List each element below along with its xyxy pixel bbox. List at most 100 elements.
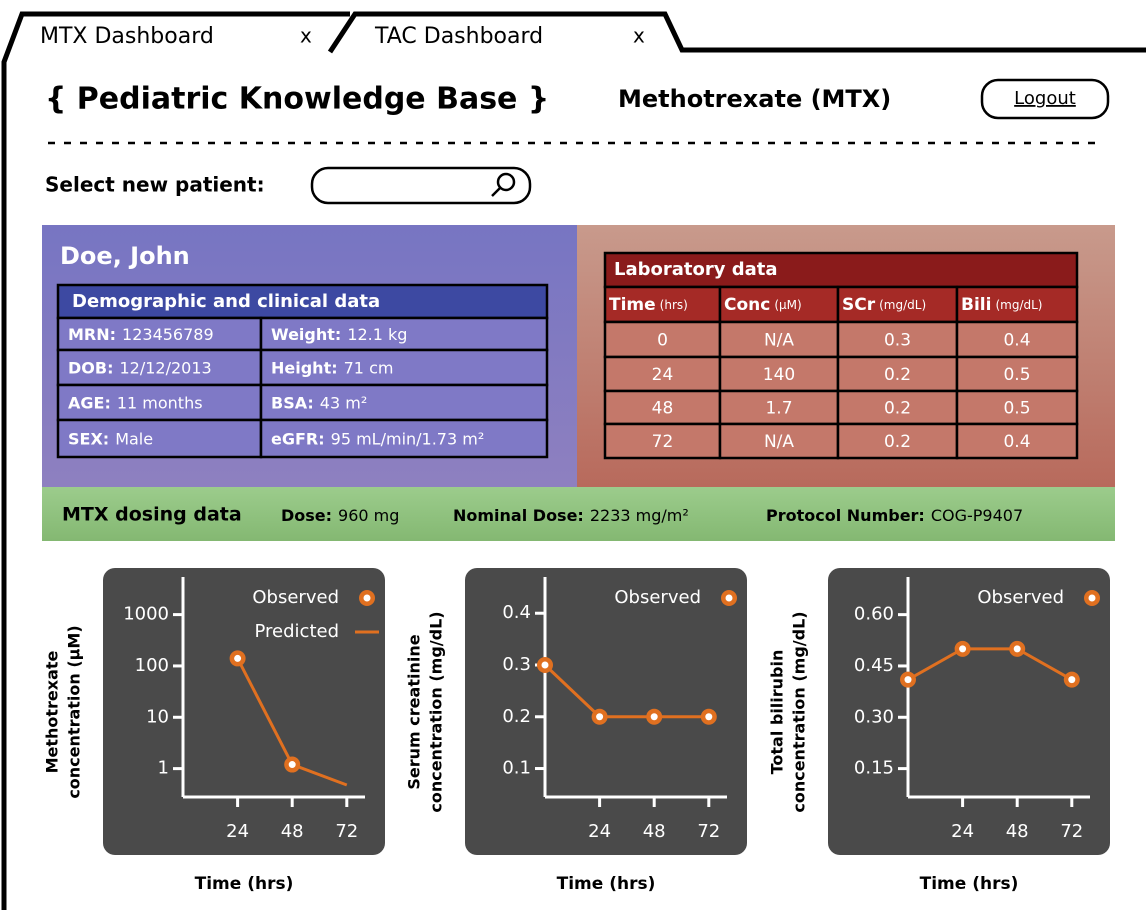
cell-value: 71 cm — [344, 358, 394, 377]
cell-text: DOB: 12/12/2013 — [68, 358, 212, 377]
y-axis-label: Serum creatinine — [405, 634, 424, 789]
cell-text: 48 — [652, 399, 674, 419]
logout-button[interactable] — [980, 78, 1110, 120]
y-axis-label: concentration (µM) — [65, 625, 84, 798]
cell-label: Weight: — [271, 325, 341, 344]
data-line — [543, 663, 709, 719]
tab-close[interactable]: x — [300, 24, 312, 48]
column-header — [836, 285, 959, 324]
y-tick-label: 0.45 — [854, 655, 894, 676]
cell-value: 95 mL/min/1.73 m² — [331, 429, 485, 448]
legend-label: Predicted — [255, 621, 340, 642]
chart-panel — [828, 568, 1110, 855]
cell-text: 0.3 — [884, 331, 911, 351]
column-unit: (mg/dL) — [879, 298, 926, 312]
x-tick-label: 48 — [643, 821, 666, 842]
y-tick-label: 0.3 — [502, 654, 531, 675]
table-cell — [955, 422, 1079, 460]
tab-label[interactable]: TAC Dashboard — [374, 24, 543, 49]
dosing-value: 2233 mg/m² — [590, 506, 689, 525]
cell-value: 12.1 kg — [347, 325, 407, 344]
column-name: Bili — [961, 295, 991, 315]
data-line — [907, 647, 1073, 681]
cell-text: 140 — [763, 365, 795, 385]
x-tick-label: 24 — [226, 821, 249, 842]
cell-text: N/A — [764, 432, 794, 452]
data-point-center — [288, 761, 296, 769]
column-header-text: Time (hrs) — [609, 295, 688, 315]
data-point-center — [959, 645, 967, 653]
dosing-title: MTX dosing data — [62, 504, 242, 526]
legend-label: Observed — [614, 587, 701, 608]
column-header — [955, 285, 1079, 324]
y-tick-label: 1000 — [123, 604, 169, 625]
cell-label: MRN: — [68, 325, 116, 344]
cell-text: Weight: 12.1 kg — [271, 325, 407, 344]
dosing-item: Dose: 960 mg — [281, 506, 399, 525]
table-title: Demographic and clinical data — [72, 291, 380, 312]
cell-value: 11 months — [117, 393, 203, 412]
column-unit: (mg/dL) — [995, 298, 1042, 312]
column-header — [718, 285, 840, 324]
cell-text: SEX: Male — [68, 429, 153, 448]
dosing-panel — [42, 487, 1115, 541]
y-tick-label: 0.1 — [502, 758, 531, 779]
cell-text: 0 — [657, 331, 668, 351]
legend-label: Observed — [977, 587, 1064, 608]
cell-label: DOB: — [68, 358, 113, 377]
y-tick-label: 0.30 — [854, 706, 894, 727]
dosing-label: Dose: — [281, 506, 332, 525]
dosing-value: COG-P9407 — [931, 506, 1023, 525]
cell-text: 24 — [652, 365, 674, 385]
y-axis-label: Total bilirubin — [768, 650, 787, 775]
x-tick-label: 48 — [281, 821, 304, 842]
data-point-center — [234, 654, 242, 662]
cell-text: BSA: 43 m² — [271, 393, 367, 412]
data-point-center — [596, 713, 604, 721]
table-title: Laboratory data — [614, 259, 778, 280]
data-point-center — [650, 713, 658, 721]
column-unit: (µM) — [774, 298, 801, 312]
logout-label[interactable]: Logout — [1014, 88, 1076, 109]
cell-value: 12/12/2013 — [119, 358, 211, 377]
y-tick-label: 0.4 — [502, 602, 531, 623]
data-point-center — [705, 713, 713, 721]
cell-value: Male — [115, 429, 153, 448]
cell-label: BSA: — [271, 393, 314, 412]
tab-close[interactable]: x — [633, 24, 645, 48]
cell-text: 0.4 — [1003, 331, 1030, 351]
y-tick-label: 1 — [158, 758, 169, 779]
x-axis-label: Time (hrs) — [920, 874, 1019, 894]
cell-text: 1.7 — [765, 399, 792, 419]
cell-text: MRN: 123456789 — [68, 325, 214, 344]
table-cell — [603, 422, 722, 460]
table-cell — [259, 316, 549, 352]
x-tick-label: 72 — [1060, 821, 1083, 842]
table-cell — [718, 422, 840, 460]
table-cell — [56, 383, 263, 422]
cell-text: N/A — [764, 331, 794, 351]
cell-text: 0.4 — [1003, 432, 1030, 452]
column-name: Conc — [724, 295, 770, 315]
drug-title: Methotrexate (MTX) — [618, 85, 891, 113]
y-tick-label: 10 — [146, 706, 169, 727]
y-axis-label: Methotrexate — [43, 650, 62, 773]
tab-label[interactable]: MTX Dashboard — [40, 24, 214, 49]
data-point-center — [904, 676, 912, 684]
tab-border — [327, 11, 1146, 54]
cell-text: eGFR: 95 mL/min/1.73 m² — [271, 429, 484, 448]
legend-marker-center — [725, 594, 733, 602]
cell-text: 0.2 — [884, 432, 911, 452]
cell-label: eGFR: — [271, 429, 325, 448]
app-title: { Pediatric Knowledge Base } — [45, 82, 549, 117]
table-cell — [836, 422, 959, 460]
x-tick-label: 72 — [697, 821, 720, 842]
dosing-item: Protocol Number: COG-P9407 — [766, 506, 1023, 525]
cell-label: AGE: — [68, 393, 111, 412]
y-tick-label: 0.15 — [854, 758, 894, 779]
y-axis-label: concentration (mg/dL) — [427, 611, 446, 812]
cell-text: 0.2 — [884, 365, 911, 385]
search-box[interactable] — [310, 166, 532, 205]
cell-value: 123456789 — [122, 325, 214, 344]
search-icon — [496, 172, 516, 192]
